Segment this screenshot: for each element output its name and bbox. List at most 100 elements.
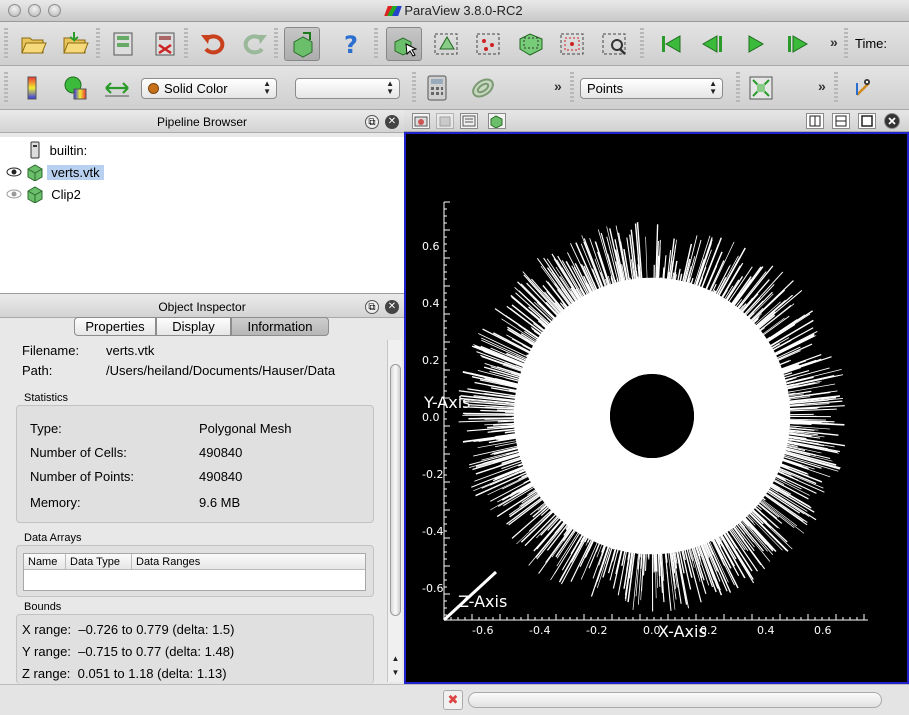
help-icon[interactable]: ? [336,29,366,59]
close-panel-icon[interactable]: ✕ [385,115,399,129]
point-spike [596,482,625,551]
toolbar-grip[interactable] [570,72,574,104]
scroll-down-icon[interactable]: ▼ [391,668,400,677]
play-icon[interactable] [740,29,770,59]
point-spike [533,323,588,367]
toolbar-overflow-button[interactable]: » [818,78,826,94]
open-recent-icon[interactable] [60,29,90,59]
minimize-window-button[interactable] [28,4,41,17]
point-spike [719,360,790,390]
point-spike [559,302,621,378]
point-spike [617,232,642,358]
toolbar-grip[interactable] [834,72,838,104]
abort-icon[interactable]: ✖ [443,690,463,710]
point-spike [707,432,839,472]
scroll-up-icon[interactable]: ▲ [391,654,400,663]
column-header-name[interactable]: Name [24,554,66,569]
column-header-data-ranges[interactable]: Data Ranges [136,556,201,568]
point-spike [490,445,602,511]
point-spike [706,413,814,416]
point-spike [713,459,808,526]
point-spike [678,475,727,583]
render-view-canvas[interactable]: 0.6 0.4 0.2 0.0 -0.2 -0.4 -0.6 -0.6 -0.4 -0.2 0.0 0… [406,134,907,682]
open-icon[interactable] [18,29,48,59]
toolbar-grip[interactable] [844,28,848,60]
select-cells-icon[interactable] [432,29,462,59]
reset-camera-icon[interactable] [746,73,776,103]
point-spike [630,229,644,337]
point-spike [671,487,694,561]
color-legend-icon[interactable] [18,73,48,103]
toolbar-grip[interactable] [412,72,416,104]
toolbar-grip[interactable] [4,72,8,104]
next-frame-icon[interactable] [782,29,812,59]
point-spike [583,265,623,351]
view-settings-icon[interactable] [460,113,478,129]
tab-information[interactable]: Information [231,317,329,336]
point-spike [720,390,812,407]
center-axes-icon[interactable] [848,73,878,103]
view-camera-icon[interactable] [488,113,506,129]
representation-select[interactable]: Points ▲ ▼ [580,78,723,99]
point-spike [662,260,674,332]
point-spike [688,458,768,552]
reset-session-icon[interactable] [284,27,320,61]
close-window-button[interactable] [8,4,21,17]
point-spike [663,480,689,609]
view-undo-icon[interactable] [436,113,454,129]
inspector-scrollbar[interactable]: ▲ ▼ [387,340,402,682]
point-spike [659,481,676,610]
select-frustum-cells-icon[interactable] [516,29,546,59]
select-points-icon[interactable] [474,29,504,59]
point-spike [652,470,658,572]
tab-properties[interactable]: Properties [74,317,156,336]
close-panel-icon[interactable]: ✕ [385,300,399,314]
scrollbar-thumb[interactable] [390,364,401,616]
calculator-icon[interactable] [422,73,452,103]
pipeline-item-clip2[interactable]: Clip2 [6,185,81,205]
previous-frame-icon[interactable] [698,29,728,59]
toolbar-grip[interactable] [4,28,8,60]
point-spike [702,478,771,562]
toolbar-overflow-button[interactable]: » [830,34,838,50]
edit-color-map-icon[interactable] [60,73,90,103]
float-panel-icon[interactable]: ⧉ [365,115,379,129]
point-spike [575,288,625,370]
interact-icon[interactable] [386,27,422,61]
color-by-select[interactable]: Solid Color ▲ ▼ [141,78,277,99]
data-arrays-table[interactable]: Name Data Type Data Ranges [23,553,366,591]
rescale-range-icon[interactable] [102,73,132,103]
select-block-icon[interactable] [600,29,630,59]
eye-visible-icon[interactable] [6,166,22,178]
point-spike [707,346,801,391]
maximize-view-icon[interactable] [858,113,876,129]
disconnect-icon[interactable] [150,29,180,59]
point-spike [710,418,799,425]
split-vertical-icon[interactable] [832,113,850,129]
component-select[interactable]: ▲ ▼ [295,78,400,99]
connect-icon[interactable] [108,29,138,59]
toolbar-grip[interactable] [736,72,740,104]
window-title: ParaView 3.8.0-RC2 [404,3,523,18]
point-spike [678,237,713,337]
zoom-window-button[interactable] [48,4,61,17]
toolbar-overflow-button[interactable]: » [554,78,562,94]
point-spike [675,486,701,557]
redo-icon[interactable] [240,29,270,59]
split-horizontal-icon[interactable] [806,113,824,129]
eye-hidden-icon[interactable] [6,188,22,200]
capture-screenshot-icon[interactable] [412,113,430,129]
render-view[interactable]: 0.6 0.4 0.2 0.0 -0.2 -0.4 -0.6 -0.6 -0.4 -0.2 0.0 0… [404,132,909,684]
contour-icon[interactable] [468,73,498,103]
float-panel-icon[interactable]: ⧉ [365,300,379,314]
column-header-data-type[interactable]: Data Type [66,554,132,569]
close-view-icon[interactable] [884,113,900,129]
chevron-updown-icon: ▲ ▼ [386,79,394,96]
point-spike [689,290,717,341]
first-frame-icon[interactable] [656,29,686,59]
pipeline-item-verts[interactable]: verts.vtk [6,163,104,183]
undo-icon[interactable] [198,29,228,59]
pipeline-item-builtin[interactable]: builtin: [30,141,87,161]
select-frustum-points-icon[interactable] [558,29,588,59]
tab-display[interactable]: Display [156,317,231,336]
